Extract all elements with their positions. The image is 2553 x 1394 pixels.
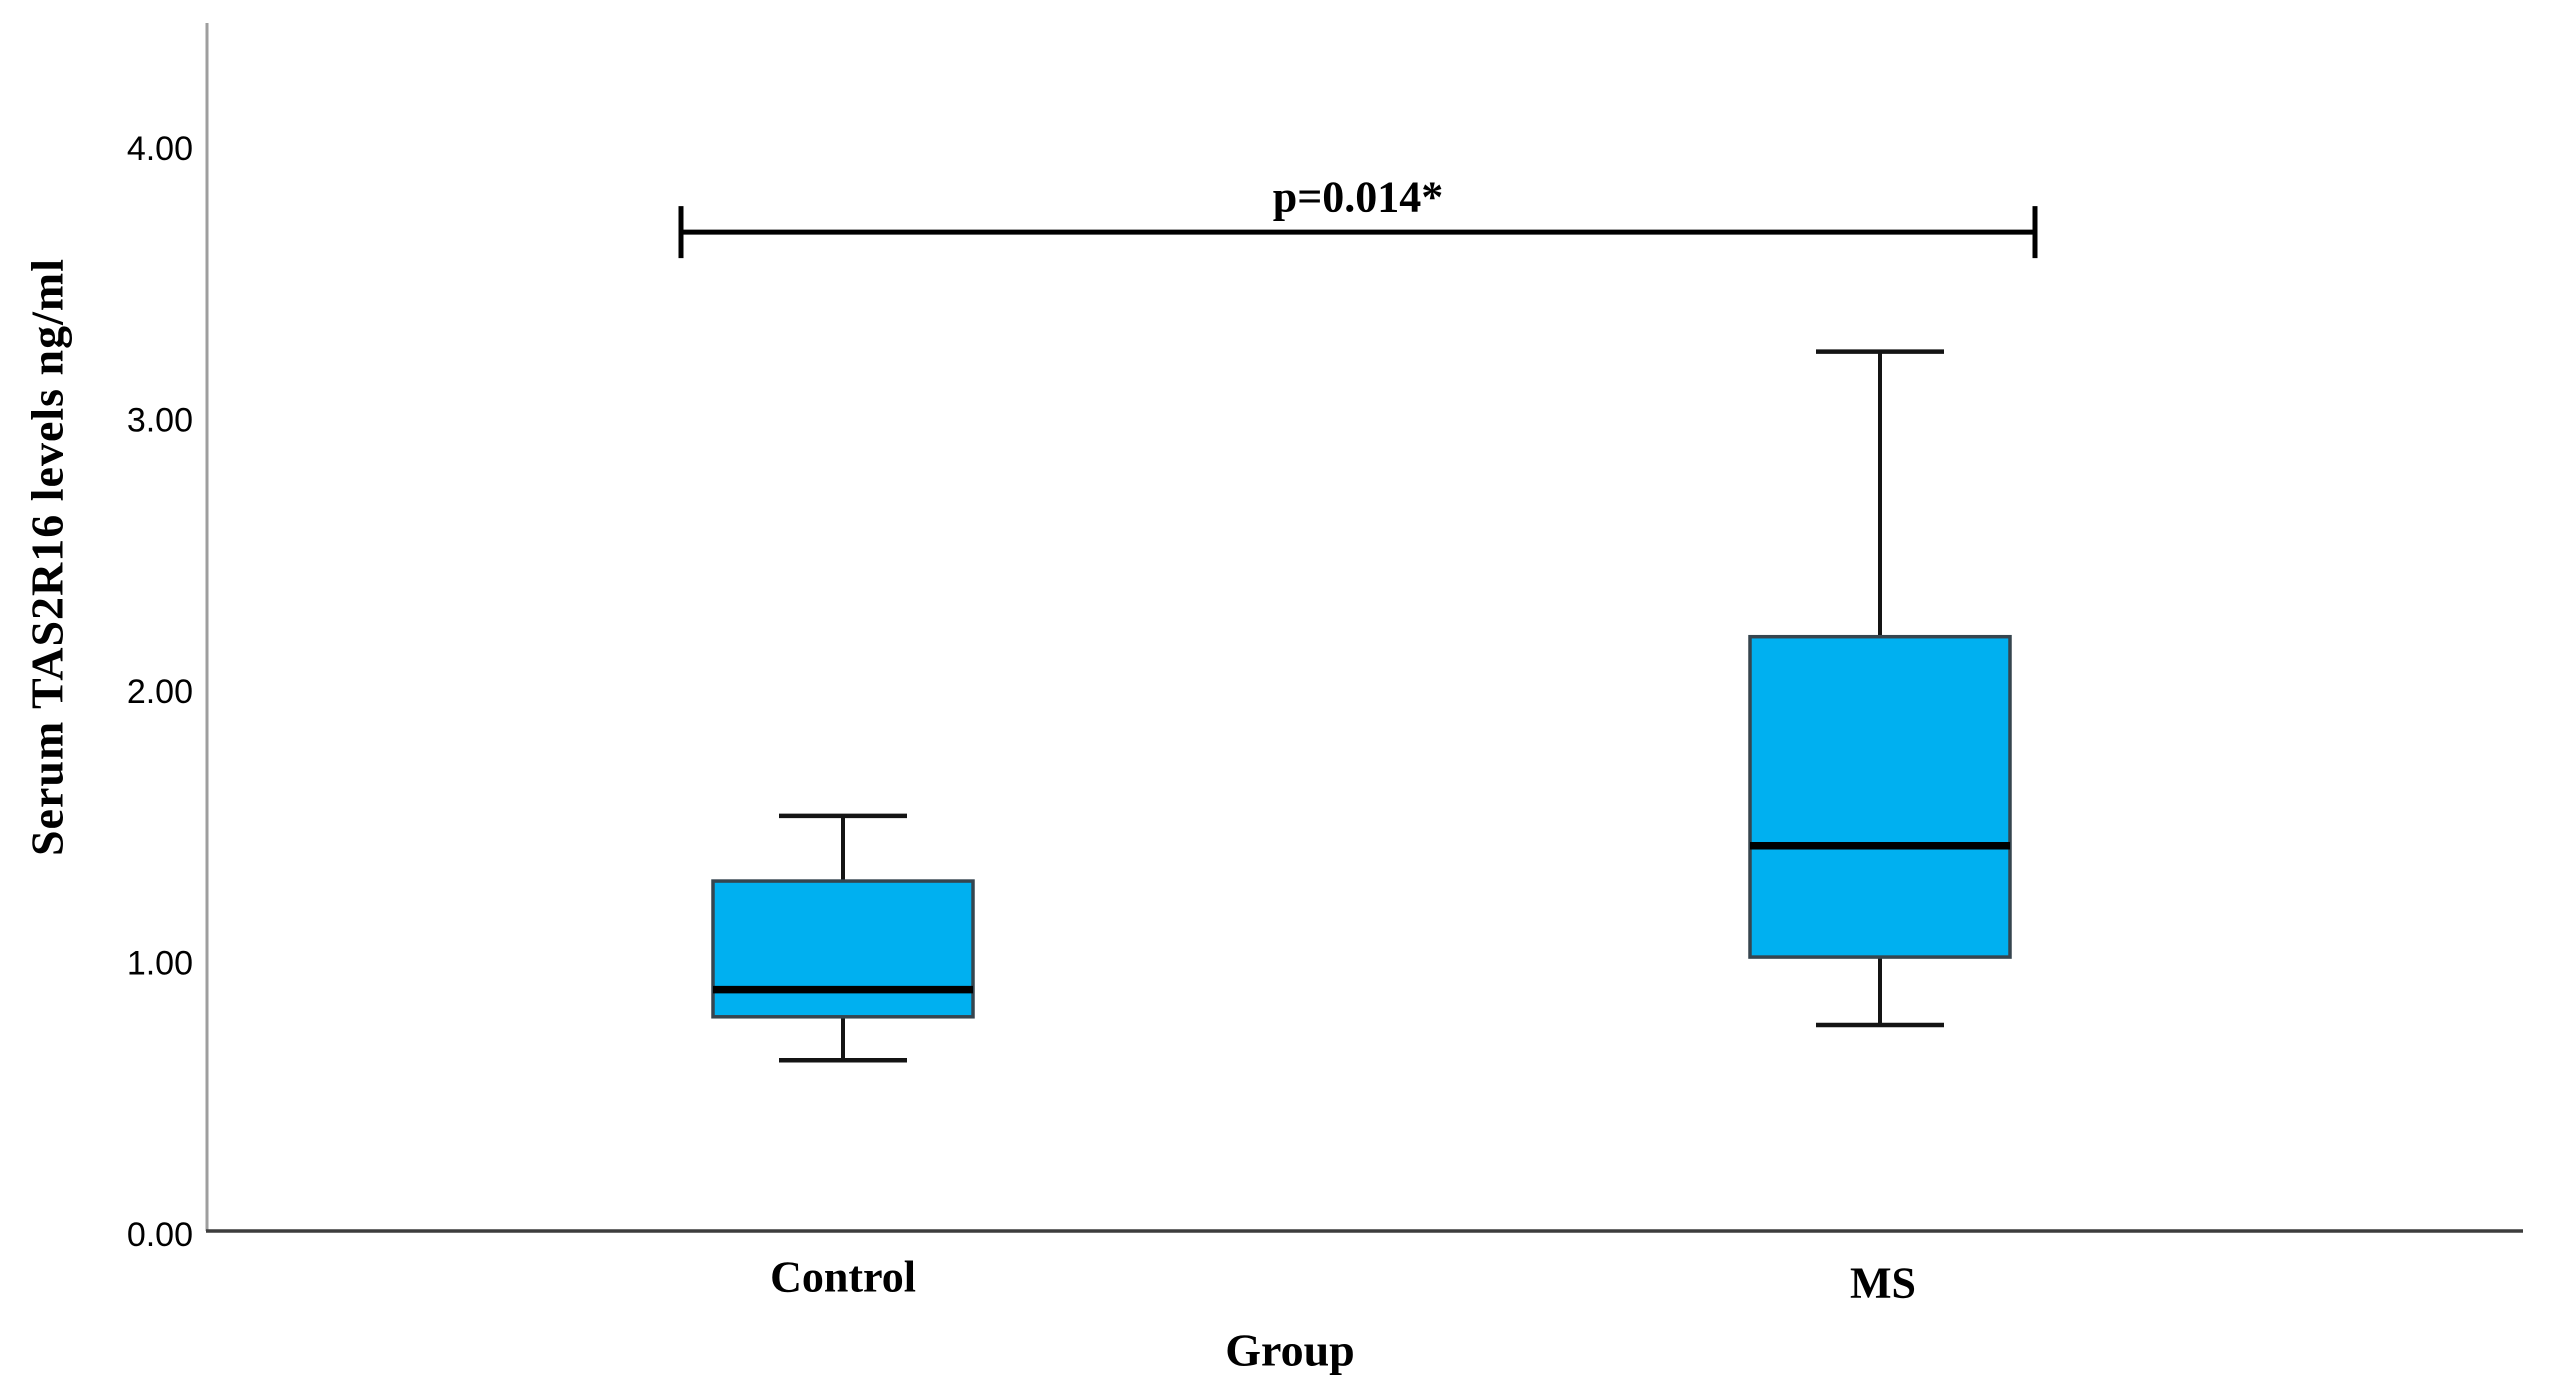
p-value-label: p=0.014*: [1272, 172, 1444, 222]
category-label-ms: MS: [1850, 1258, 1916, 1308]
iqr-box-control: [711, 879, 975, 1019]
x-axis-title: Group: [1225, 1324, 1355, 1376]
iqr-box-ms: [1748, 634, 2012, 959]
y-tick-label: 4.00: [127, 130, 193, 168]
category-label-control: Control: [770, 1252, 916, 1302]
y-tick-label: 2.00: [127, 673, 193, 711]
y-tick-label: 1.00: [127, 945, 193, 983]
y-axis-title: Serum TAS2R16 levels ng/ml: [21, 257, 73, 857]
y-tick-label: 0.00: [127, 1216, 193, 1254]
y-tick-label: 3.00: [127, 402, 193, 440]
